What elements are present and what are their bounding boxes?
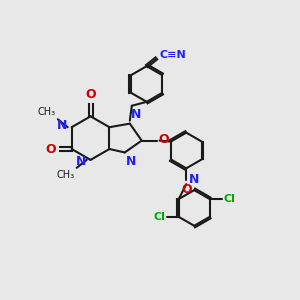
- Text: CH₃: CH₃: [57, 170, 75, 180]
- Text: O: O: [45, 142, 56, 155]
- Text: N: N: [131, 108, 141, 121]
- Text: N: N: [57, 119, 68, 132]
- Text: Cl: Cl: [153, 212, 165, 222]
- Text: N: N: [189, 173, 200, 186]
- Text: O: O: [181, 183, 192, 196]
- Text: O: O: [158, 133, 169, 146]
- Text: N: N: [76, 155, 87, 168]
- Text: O: O: [85, 88, 96, 101]
- Text: N: N: [126, 155, 136, 168]
- Text: C≡N: C≡N: [160, 50, 186, 60]
- Text: Cl: Cl: [224, 194, 236, 204]
- Text: CH₃: CH₃: [38, 107, 56, 117]
